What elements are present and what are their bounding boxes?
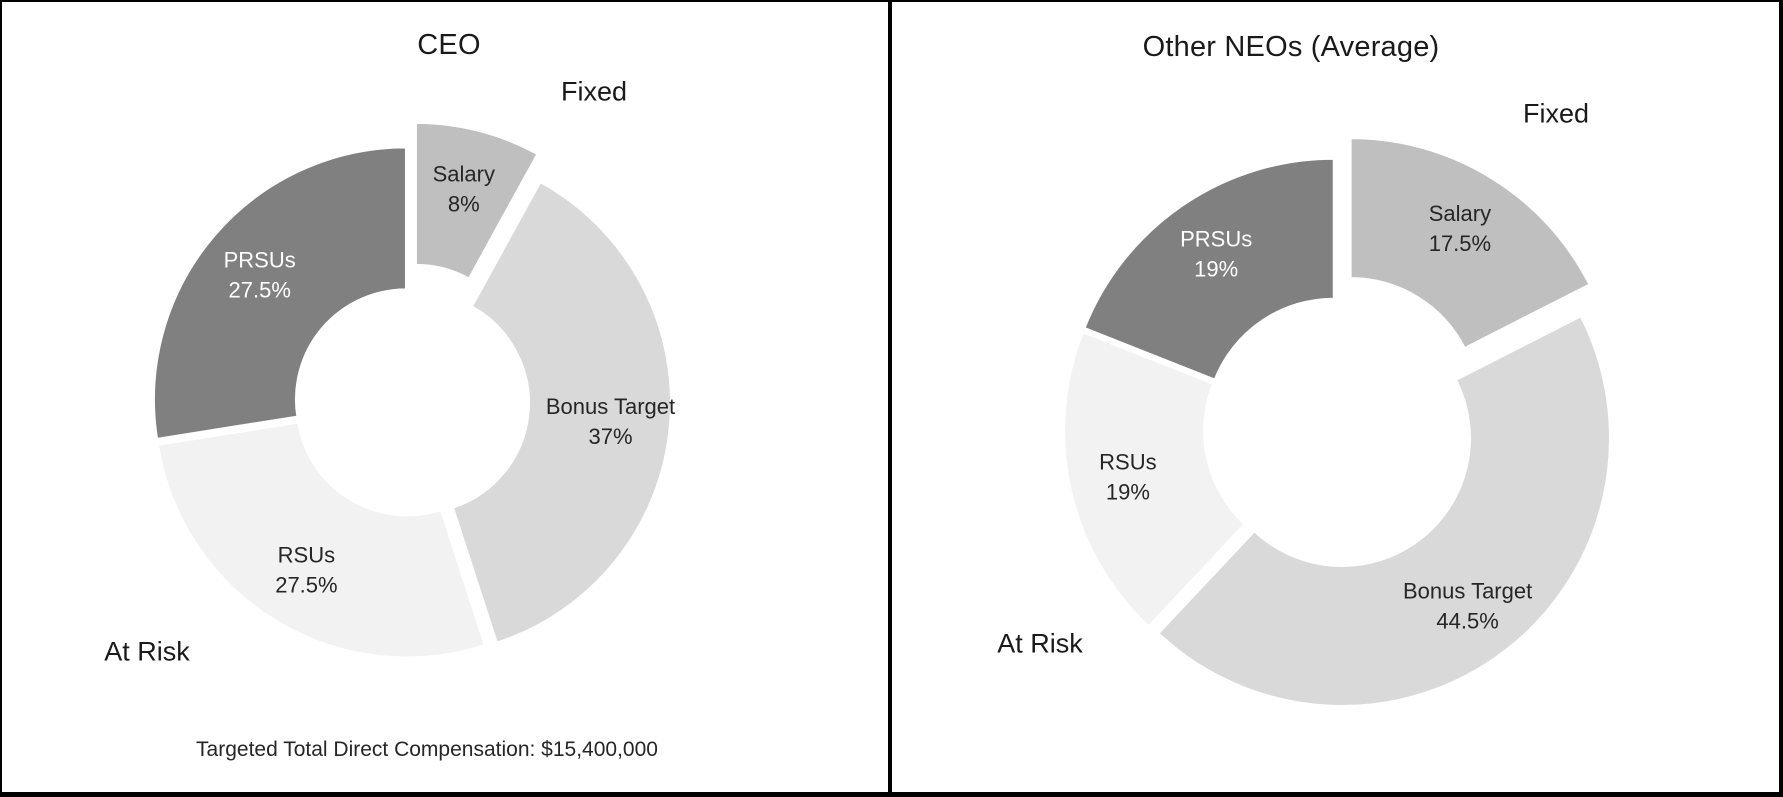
- slice-label-prsus: PRSUs 27.5%: [224, 248, 296, 303]
- slice-label-rsus: RSUs 27.5%: [275, 542, 337, 597]
- slice-label-salary: Salary 8%: [433, 162, 495, 217]
- donut-slice-prsus: [1083, 157, 1335, 381]
- targeted-compensation-caption: Targeted Total Direct Compensation: $15,…: [196, 738, 658, 761]
- slice-label-salary: Salary 17.5%: [1429, 201, 1491, 256]
- other-neos-chart-panel: Salary 17.5% Bonus Target 44.5% RSUs 19% PRSUs…: [892, 2, 1779, 792]
- at-risk-annotation: At Risk: [997, 628, 1083, 659]
- chart-title-ceo: CEO: [417, 29, 481, 61]
- slice-label-bonus-target: Bonus Target 44.5%: [1403, 578, 1532, 633]
- slice-label-bonus-target: Bonus Target 37%: [546, 394, 675, 449]
- chart-title-other-neos: Other NEOs (Average): [1142, 31, 1440, 63]
- donut-slice-bonus-target: [1157, 314, 1611, 707]
- donut-slice-salary: [1349, 137, 1591, 350]
- fixed-annotation: Fixed: [1522, 98, 1590, 129]
- slice-label-rsus: RSUs 19%: [1099, 450, 1156, 505]
- other-neos-donut-chart: Salary 17.5% Bonus Target 44.5% RSUs 19% PRSUs…: [1063, 137, 1611, 707]
- donut-slice-salary: [414, 121, 539, 280]
- donut-slice-rsus: [156, 421, 487, 659]
- fixed-annotation: Fixed: [560, 76, 628, 107]
- ceo-donut-chart: Salary 8% Bonus Target 37% RSUs 27.5% PRSUs 27.…: [152, 121, 675, 659]
- donut-slice-prsus: [152, 146, 407, 440]
- donut-slice-bonus-target: [451, 180, 672, 644]
- at-risk-annotation: At Risk: [104, 636, 190, 667]
- ceo-chart-panel: Salary 8% Bonus Target 37% RSUs 27.5% PRSUs 27.…: [2, 2, 892, 792]
- slice-label-prsus: PRSUs 19%: [1180, 227, 1252, 282]
- donut-slice-rsus: [1063, 330, 1246, 628]
